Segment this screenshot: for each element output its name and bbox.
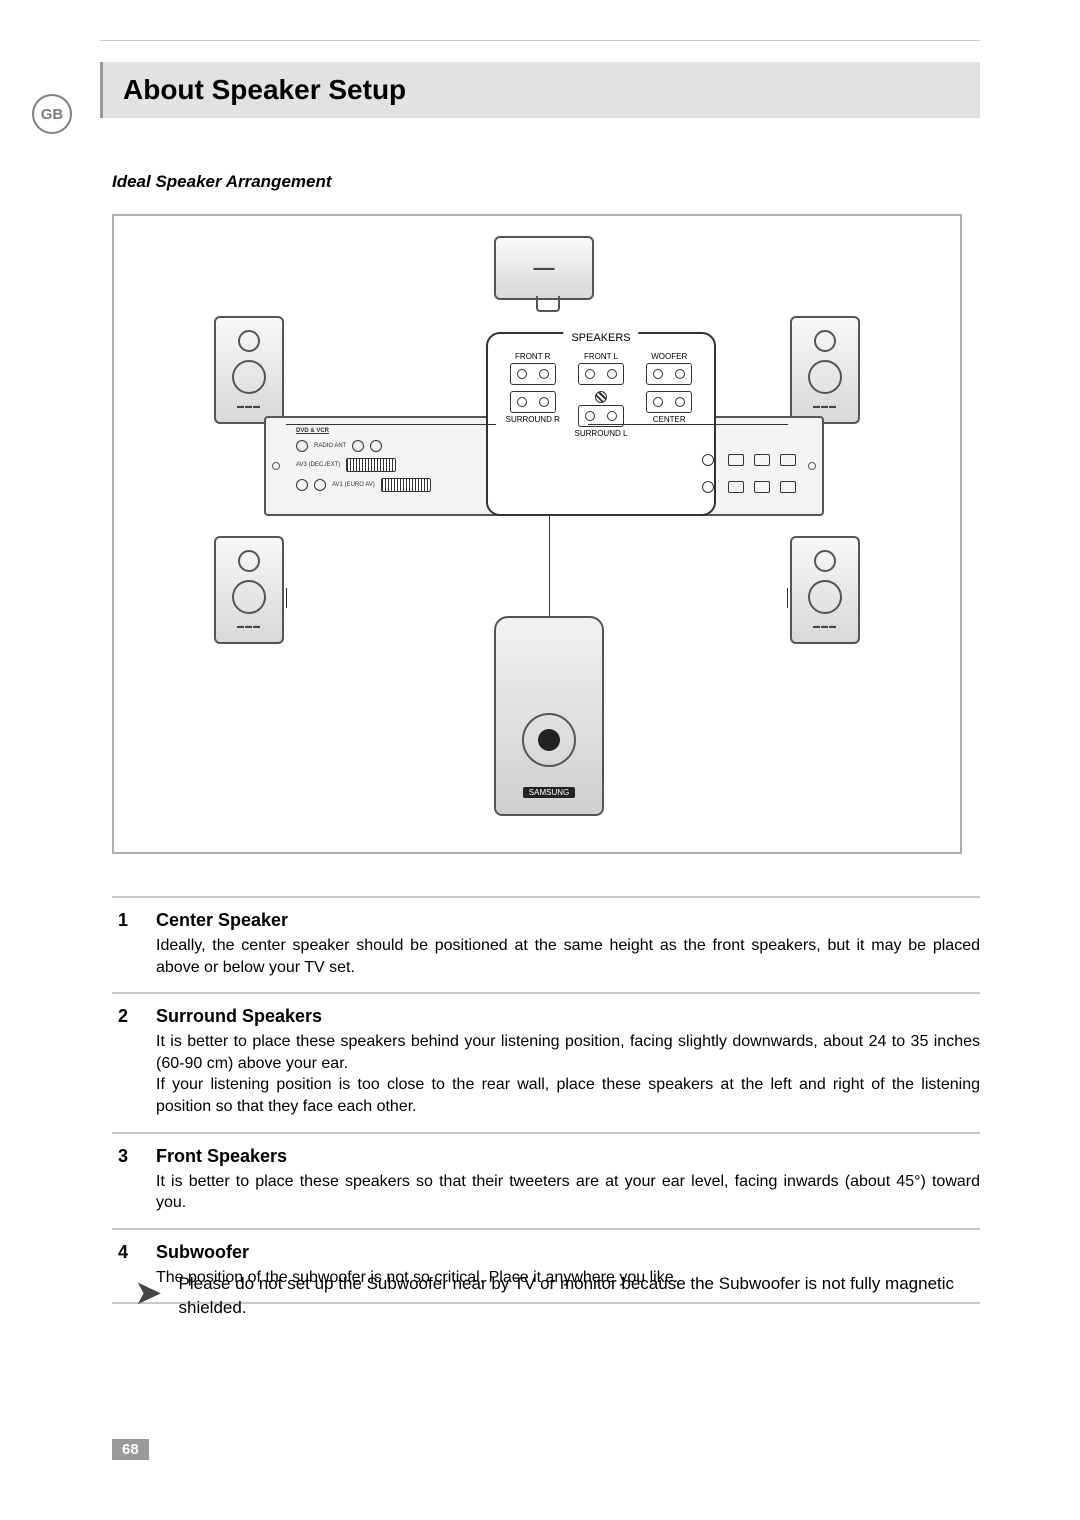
antenna-jack-icon [296, 440, 308, 452]
section-text: Ideally, the center speaker should be po… [156, 935, 980, 978]
scart-icon [381, 478, 431, 492]
terminal-title: SPEAKERS [563, 332, 638, 344]
port-label: AV3 (DEC./EXT) [296, 462, 340, 468]
section-item: 1 Center Speaker Ideally, the center spe… [112, 896, 980, 992]
section-text: It is better to place these speakers so … [156, 1171, 980, 1214]
note-block: ➤ Please do not set up the Subwoofer nea… [112, 1272, 980, 1320]
section-title: Front Speakers [156, 1146, 980, 1167]
note-text: Please do not set up the Subwoofer near … [179, 1272, 959, 1320]
terminal-icon [510, 363, 556, 385]
wire [787, 588, 788, 608]
region-badge-text: GB [41, 106, 64, 123]
port-label: RADIO ANT [314, 443, 346, 449]
section-number: 2 [112, 1006, 156, 1117]
screw-icon [272, 462, 280, 470]
terminal-icon [510, 391, 556, 413]
section-text: It is better to place these speakers beh… [156, 1031, 980, 1117]
page-number: 68 [112, 1439, 149, 1460]
section-number: 1 [112, 910, 156, 978]
diagram: ▬▬▬ ▬▬▬ ▬▬▬ ▬▬▬ ▬▬▬ SAMSUNG SPEAKERS FRO… [112, 214, 962, 854]
ground-icon [595, 391, 607, 403]
brand-label: ▬▬▬ [534, 265, 555, 272]
section-title: Center Speaker [156, 910, 980, 931]
terminal-icon [646, 363, 692, 385]
sections: 1 Center Speaker Ideally, the center spe… [112, 896, 980, 1304]
page-title: About Speaker Setup [123, 74, 406, 106]
terminal-label: SURROUND L [575, 429, 628, 438]
screw-icon [808, 462, 816, 470]
subwoofer-port-icon [522, 713, 576, 767]
section-item: 2 Surround Speakers It is better to plac… [112, 992, 980, 1131]
left-ports: DVD & VCR RADIO ANT AV3 (DEC./EXT) AV1 (… [296, 428, 476, 508]
front-left-speaker-icon: ▬▬▬ [790, 316, 860, 424]
section-title: Surround Speakers [156, 1006, 980, 1027]
port-label: AV1 (EURO AV) [332, 482, 375, 488]
scart-icon [346, 458, 396, 472]
subwoofer-brand: SAMSUNG [523, 787, 575, 798]
right-ports [702, 454, 802, 504]
wire [286, 588, 287, 608]
terminal-label: FRONT R [515, 352, 550, 361]
terminal-label: FRONT L [584, 352, 618, 361]
wire [588, 424, 788, 425]
title-bar: About Speaker Setup [100, 62, 980, 118]
front-right-speaker-icon: ▬▬▬ [214, 316, 284, 424]
surround-right-speaker-icon: ▬▬▬ [214, 536, 284, 644]
terminal-icon [578, 363, 624, 385]
section-number: 3 [112, 1146, 156, 1214]
receiver-panel: SPEAKERS FRONT R FRONT L WOOFER SURROUND… [264, 416, 824, 516]
terminal-label: CENTER [653, 415, 686, 424]
section-item: 3 Front Speakers It is better to place t… [112, 1132, 980, 1228]
center-speaker-icon: ▬▬▬ [494, 236, 594, 300]
terminal-label: WOOFER [651, 352, 687, 361]
region-badge: GB [32, 94, 72, 134]
section-title: Subwoofer [156, 1242, 980, 1263]
subwoofer-icon: SAMSUNG [494, 616, 604, 816]
wire [286, 424, 496, 425]
terminal-icon [646, 391, 692, 413]
subtitle: Ideal Speaker Arrangement [112, 172, 332, 192]
surround-left-speaker-icon: ▬▬▬ [790, 536, 860, 644]
terminal-label: SURROUND R [506, 415, 560, 424]
port-label: DVD & VCR [296, 428, 329, 434]
wire [549, 516, 550, 616]
note-arrow-icon: ➤ [134, 1276, 163, 1310]
